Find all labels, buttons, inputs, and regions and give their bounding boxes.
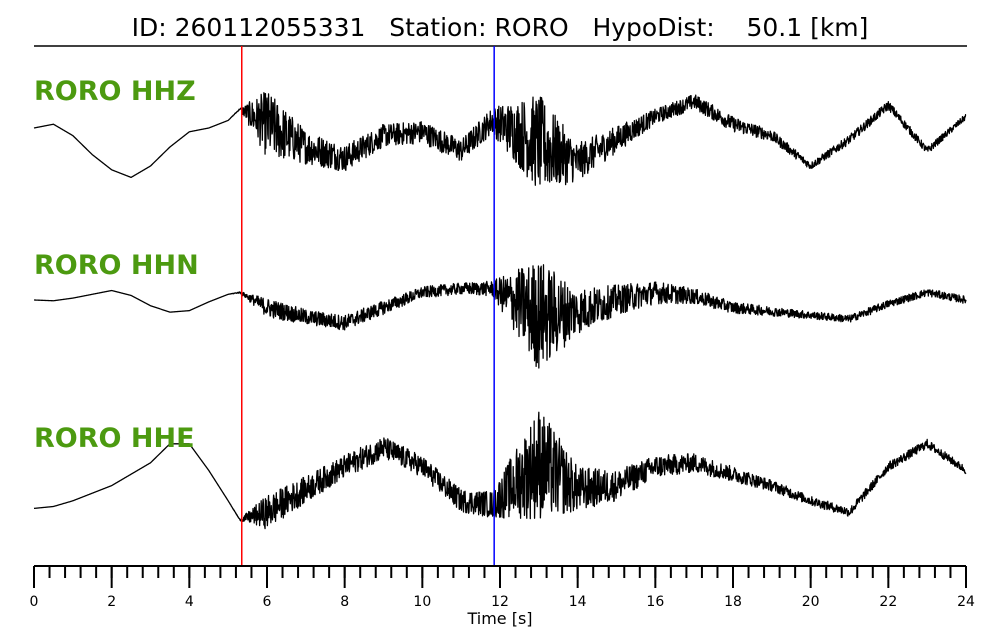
time-axis: 0 2 4 6 8 10 12 14 16 18 20 22 24 [30,565,975,610]
waveform-trace [33,411,967,530]
x-tick-label: 14 [569,594,587,610]
x-tick-label: 0 [30,594,39,610]
x-tick-label: 6 [263,594,272,610]
channel-label: RORO HHE [34,423,195,454]
x-tick-label: 16 [646,594,664,610]
x-tick-label: 4 [185,594,194,610]
x-tick-label: 8 [340,594,349,610]
figure-title: ID: 260112055331 Station: RORO HypoDist:… [132,13,869,42]
x-tick-label: 24 [957,594,975,610]
waveform-trace [33,264,967,369]
x-tick-label: 20 [802,594,820,610]
x-tick-label: 10 [413,594,431,610]
x-tick-label: 12 [491,594,509,610]
channel-label: RORO HHN [34,250,199,281]
phase-picks-group [241,46,495,566]
waveform-trace [33,92,967,186]
x-tick-label: 18 [724,594,742,610]
channel-label: RORO HHZ [34,76,196,107]
x-tick-label: 22 [879,594,897,610]
channel-labels-group: RORO HHZ RORO HHN RORO HHE [34,76,199,454]
x-tick-label: 2 [107,594,116,610]
x-axis-label: Time [s] [466,609,532,628]
traces-group [33,92,967,530]
